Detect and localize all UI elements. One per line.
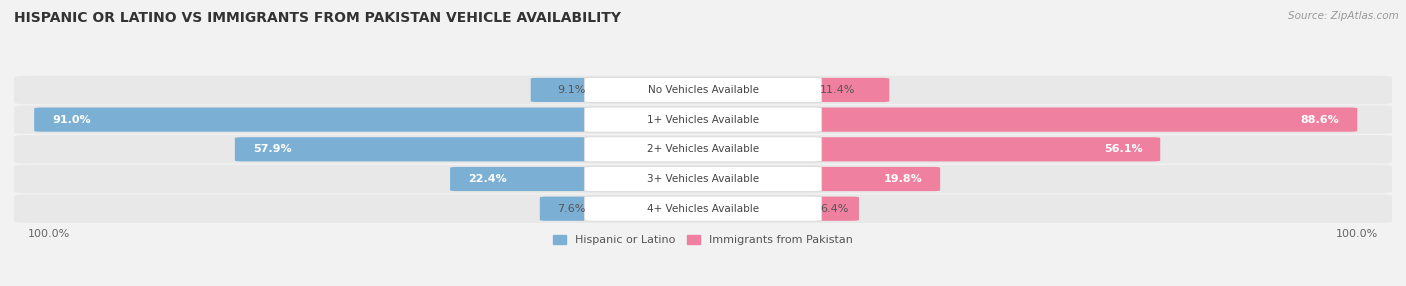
FancyBboxPatch shape xyxy=(14,135,1392,164)
FancyBboxPatch shape xyxy=(585,137,821,162)
Text: 100.0%: 100.0% xyxy=(1336,229,1378,239)
Text: 22.4%: 22.4% xyxy=(468,174,506,184)
Text: 91.0%: 91.0% xyxy=(52,115,91,125)
FancyBboxPatch shape xyxy=(14,106,1392,134)
Text: 7.6%: 7.6% xyxy=(558,204,586,214)
Text: 19.8%: 19.8% xyxy=(883,174,922,184)
Text: 11.4%: 11.4% xyxy=(820,85,855,95)
Text: 57.9%: 57.9% xyxy=(253,144,291,154)
Text: Source: ZipAtlas.com: Source: ZipAtlas.com xyxy=(1288,11,1399,21)
FancyBboxPatch shape xyxy=(806,108,1357,132)
FancyBboxPatch shape xyxy=(806,137,1160,161)
FancyBboxPatch shape xyxy=(530,78,599,102)
FancyBboxPatch shape xyxy=(14,165,1392,193)
Text: 9.1%: 9.1% xyxy=(558,85,586,95)
Text: 88.6%: 88.6% xyxy=(1301,115,1340,125)
Text: 2+ Vehicles Available: 2+ Vehicles Available xyxy=(647,144,759,154)
FancyBboxPatch shape xyxy=(14,194,1392,223)
Text: No Vehicles Available: No Vehicles Available xyxy=(648,85,758,95)
FancyBboxPatch shape xyxy=(806,196,859,221)
FancyBboxPatch shape xyxy=(585,196,821,221)
FancyBboxPatch shape xyxy=(34,108,599,132)
FancyBboxPatch shape xyxy=(14,76,1392,104)
FancyBboxPatch shape xyxy=(450,167,599,191)
FancyBboxPatch shape xyxy=(806,167,941,191)
Text: HISPANIC OR LATINO VS IMMIGRANTS FROM PAKISTAN VEHICLE AVAILABILITY: HISPANIC OR LATINO VS IMMIGRANTS FROM PA… xyxy=(14,11,621,25)
FancyBboxPatch shape xyxy=(540,196,599,221)
Text: 1+ Vehicles Available: 1+ Vehicles Available xyxy=(647,115,759,125)
Text: 56.1%: 56.1% xyxy=(1104,144,1142,154)
FancyBboxPatch shape xyxy=(585,166,821,192)
Text: 6.4%: 6.4% xyxy=(820,204,848,214)
Text: 4+ Vehicles Available: 4+ Vehicles Available xyxy=(647,204,759,214)
FancyBboxPatch shape xyxy=(806,78,889,102)
Text: 3+ Vehicles Available: 3+ Vehicles Available xyxy=(647,174,759,184)
Legend: Hispanic or Latino, Immigrants from Pakistan: Hispanic or Latino, Immigrants from Paki… xyxy=(548,231,858,250)
FancyBboxPatch shape xyxy=(585,107,821,132)
FancyBboxPatch shape xyxy=(585,77,821,103)
Text: 100.0%: 100.0% xyxy=(28,229,70,239)
FancyBboxPatch shape xyxy=(235,137,599,161)
